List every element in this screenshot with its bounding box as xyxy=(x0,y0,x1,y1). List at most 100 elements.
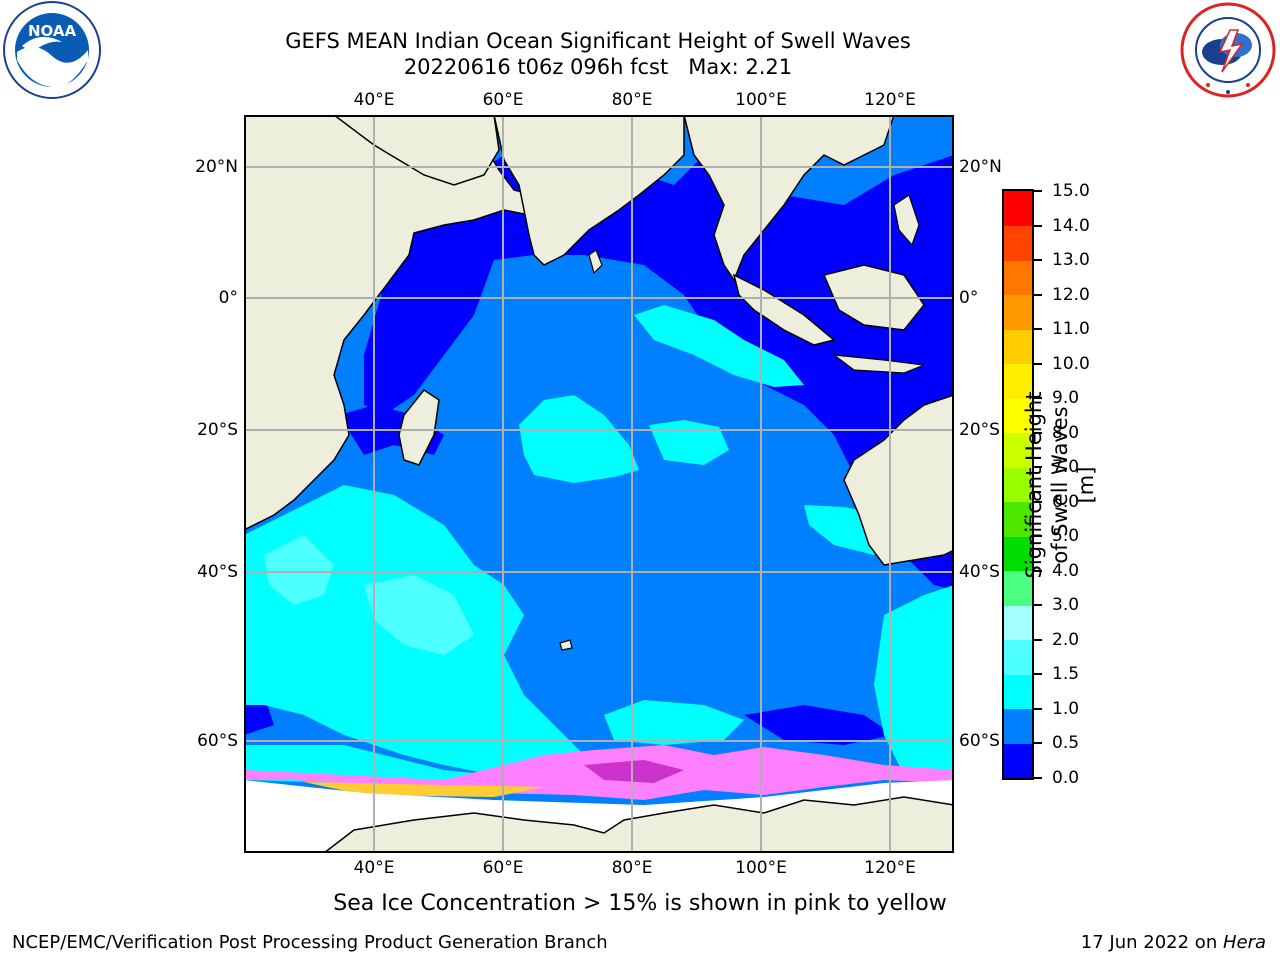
noaa-logo: NOAA xyxy=(0,0,105,100)
land-sri-lanka xyxy=(588,249,603,275)
colorbar-tick-mark xyxy=(1034,535,1042,538)
colorbar-tick-label: 3.0 xyxy=(1052,595,1080,616)
colorbar-segment xyxy=(1004,260,1032,296)
colorbar-tick-mark xyxy=(1034,707,1042,710)
colorbar-tick-mark xyxy=(1034,328,1042,331)
swell-patch-south-central xyxy=(604,700,744,745)
land-africa-arabia xyxy=(244,115,546,531)
colorbar-tick-mark xyxy=(1034,224,1042,227)
sea-ice-caption: Sea Ice Concentration > 15% is shown in … xyxy=(333,891,947,916)
colorbar-tick-mark xyxy=(1034,362,1042,365)
lat-label-right: 60°S xyxy=(959,731,1000,751)
noaa-logo-text: NOAA xyxy=(28,22,77,40)
colorbar-tick-mark xyxy=(1034,190,1042,192)
lat-label-left: 60°S xyxy=(197,731,238,751)
lon-label-top: 120°E xyxy=(864,90,916,110)
land-philippines xyxy=(893,194,920,247)
colorbar-segment xyxy=(1004,191,1032,227)
colorbar-tick-label: 15.0 xyxy=(1052,181,1090,201)
land-madagascar xyxy=(398,388,440,466)
colorbar-segment xyxy=(1004,432,1032,468)
colorbar-tick-label: 8.0 xyxy=(1052,422,1080,443)
map-gridlines xyxy=(244,115,954,853)
sea-ice-core xyxy=(584,760,684,783)
lon-label-top: 60°E xyxy=(482,90,524,110)
lat-label-left: 40°S xyxy=(197,562,238,582)
lon-label-bottom: 80°E xyxy=(611,858,653,878)
colorbar-tick-mark xyxy=(1034,569,1042,572)
swell-patch-high xyxy=(264,535,334,605)
map-panel xyxy=(244,115,954,853)
lat-label-right: 40°S xyxy=(959,562,1000,582)
lat-label-left: 0° xyxy=(218,288,238,308)
swell-height-map xyxy=(244,115,954,853)
colorbar-segment xyxy=(1004,398,1032,434)
colorbar-tick-mark xyxy=(1034,500,1042,503)
colorbar-tick-label: 5.0 xyxy=(1052,526,1080,547)
chart-title-line2: 20220616 t06z 096h fcst Max: 2.21 xyxy=(403,55,793,79)
lon-label-bottom: 60°E xyxy=(482,858,524,878)
colorbar-segment xyxy=(1004,674,1032,710)
lon-label-top: 40°E xyxy=(353,90,395,110)
lat-label-right: 20°N xyxy=(959,157,1002,177)
colorbar-tick-mark xyxy=(1034,638,1042,641)
colorbar-tick-label: 11.0 xyxy=(1052,319,1090,340)
nws-logo xyxy=(1178,0,1278,100)
colorbar-tick-label: 2.0 xyxy=(1052,629,1080,650)
colorbar-tick-mark xyxy=(1034,673,1042,676)
colorbar-segment xyxy=(1004,570,1032,606)
colorbar-tick-label: 7.0 xyxy=(1052,457,1080,478)
colorbar-segment xyxy=(1004,743,1032,779)
colorbar-tick-label: 0.0 xyxy=(1052,768,1080,788)
footer-credit: NCEP/EMC/Verification Post Processing Pr… xyxy=(12,932,608,953)
land-java xyxy=(831,354,925,374)
colorbar-segment xyxy=(1004,467,1032,503)
colorbar-tick-mark xyxy=(1034,397,1042,400)
colorbar-segment xyxy=(1004,363,1032,399)
colorbar-tick-mark xyxy=(1034,466,1042,469)
colorbar-tick-label: 13.0 xyxy=(1052,250,1090,271)
colorbar-tick-mark xyxy=(1034,777,1042,779)
colorbar-segment xyxy=(1004,294,1032,330)
footer-host: Hera xyxy=(1222,932,1266,953)
swell-patch-east-south xyxy=(874,585,954,775)
lon-label-top: 80°E xyxy=(611,90,653,110)
low-swell-south xyxy=(744,705,894,745)
colorbar-segment xyxy=(1004,501,1032,537)
colorbar-tick-label: 9.0 xyxy=(1052,388,1080,409)
colorbar-segment xyxy=(1004,225,1032,261)
colorbar-segment xyxy=(1004,605,1032,641)
colorbar-tick-label: 4.0 xyxy=(1052,560,1080,581)
colorbar-tick-mark xyxy=(1034,742,1042,745)
colorbar-segment xyxy=(1004,708,1032,744)
land-indochina xyxy=(683,115,895,282)
colorbar xyxy=(1002,189,1034,780)
colorbar-tick-label: 12.0 xyxy=(1052,284,1090,305)
chart-title-line1: GEFS MEAN Indian Ocean Significant Heigh… xyxy=(285,29,911,53)
colorbar-label: Significant Height of Swell Waves [m] xyxy=(1022,391,1098,579)
lon-label-bottom: 40°E xyxy=(353,858,395,878)
map-border xyxy=(244,115,954,853)
lat-label-right: 0° xyxy=(959,288,979,308)
colorbar-tick-label: 0.5 xyxy=(1052,733,1080,754)
colorbar-segment xyxy=(1004,639,1032,675)
footer-date: 17 Jun 2022 on Hera xyxy=(1081,932,1266,954)
colorbar-tick-mark xyxy=(1034,259,1042,262)
footer-date-text: 17 Jun 2022 on xyxy=(1080,932,1223,953)
colorbar-tick-label: 14.0 xyxy=(1052,215,1090,236)
land-australia xyxy=(843,394,954,566)
lon-label-bottom: 100°E xyxy=(735,858,787,878)
colorbar-tick-label: 1.5 xyxy=(1052,664,1080,685)
land-india xyxy=(493,115,685,266)
colorbar-tick-mark xyxy=(1034,293,1042,296)
colorbar-segment xyxy=(1004,329,1032,365)
land-kerguelen xyxy=(559,639,573,651)
antarctica-land xyxy=(322,796,954,853)
swell-patch-east-central xyxy=(649,420,729,465)
colorbar-tick-mark xyxy=(1034,604,1042,607)
colorbar-segment xyxy=(1004,536,1032,572)
lon-label-bottom: 120°E xyxy=(864,858,916,878)
lat-label-right: 20°S xyxy=(959,420,1000,440)
colorbar-tick-label: 1.0 xyxy=(1052,698,1080,719)
colorbar-tick-label: 6.0 xyxy=(1052,491,1080,512)
